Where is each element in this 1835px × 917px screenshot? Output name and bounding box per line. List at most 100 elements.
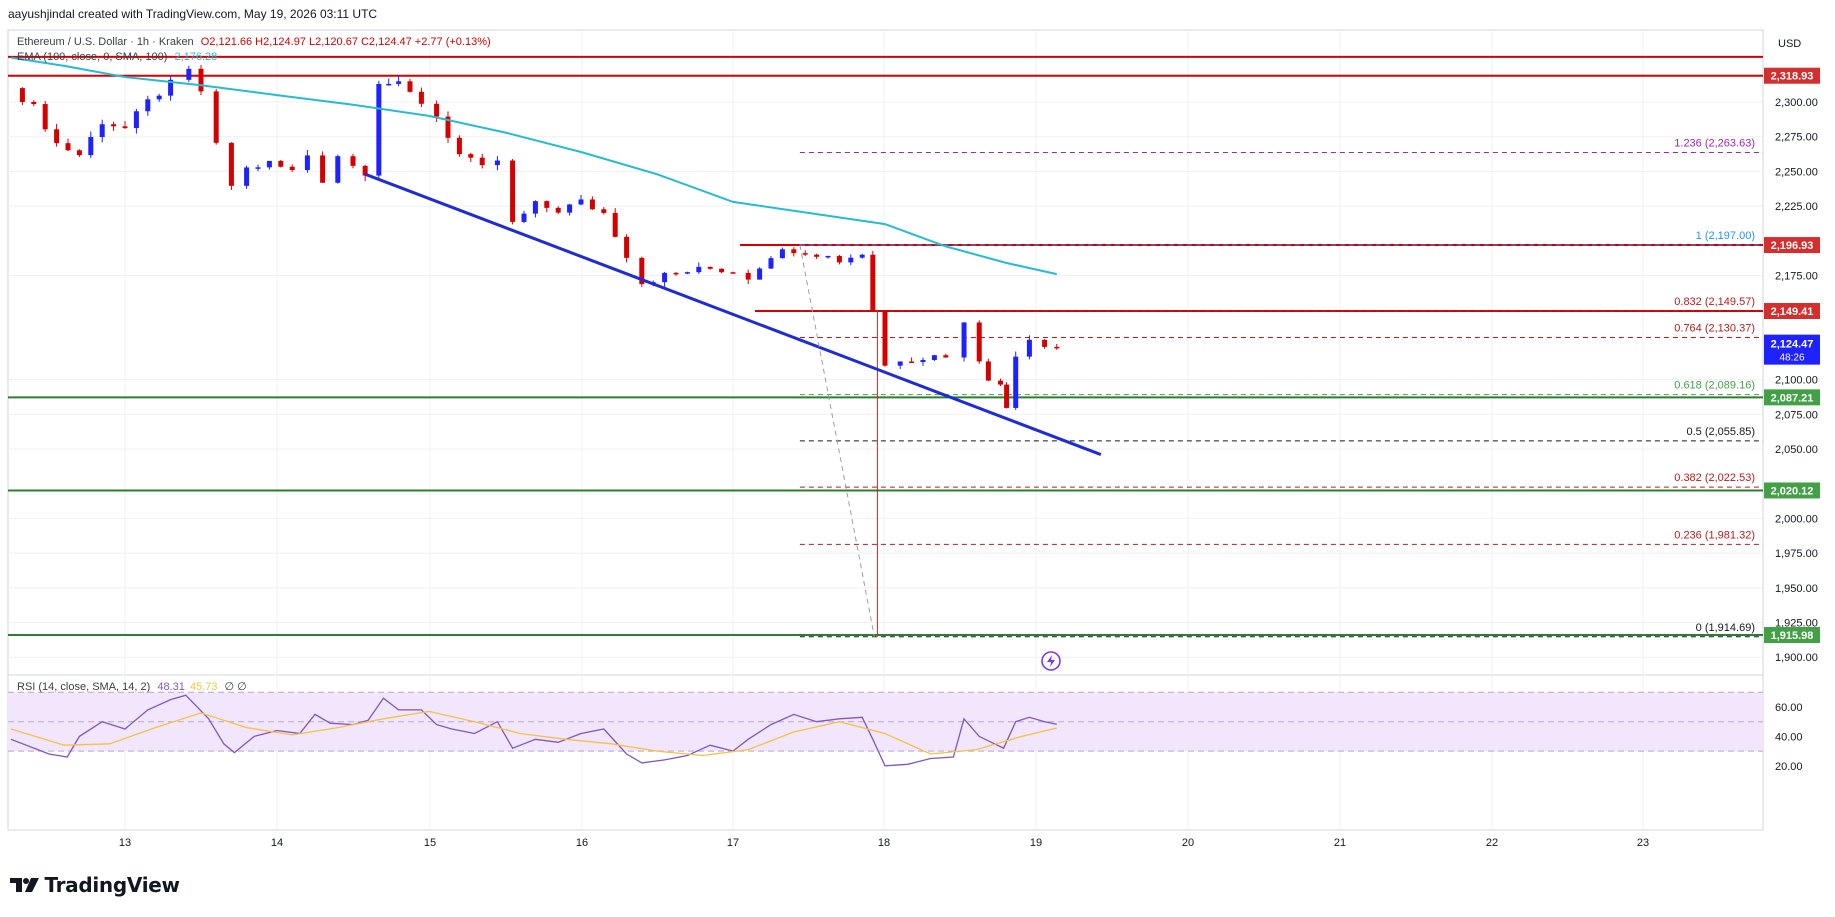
time-tick-label: 14 <box>271 837 283 849</box>
candle-down <box>870 254 876 312</box>
created-by-text: aayushjindal created with TradingView.co… <box>8 7 378 21</box>
symbol-legend[interactable]: Ethereum / U.S. Dollar · 1h · Kraken O2,… <box>17 36 491 48</box>
price-tag <box>1764 627 1820 644</box>
price-tick-label: 2,250.00 <box>1775 166 1818 178</box>
time-tick-label: 18 <box>878 837 890 849</box>
candle-down <box>1042 339 1048 347</box>
candle-up <box>494 160 500 166</box>
time-tick-label: 16 <box>576 837 588 849</box>
price-tick-label: 2,075.00 <box>1775 409 1818 421</box>
fib-level-label: 0.618 (2,089.16) <box>1674 380 1755 392</box>
candle-down <box>54 129 60 144</box>
price-tick-label: 2,275.00 <box>1775 132 1818 144</box>
candle-down <box>719 268 725 273</box>
candle-up <box>133 111 139 129</box>
overlays[interactable] <box>10 56 1102 637</box>
time-tick-label: 17 <box>727 837 739 849</box>
price-tag <box>1764 389 1820 406</box>
candle-up <box>684 272 690 274</box>
candle-down <box>418 91 424 104</box>
fib-level-label: 0.5 (2,055.85) <box>1687 426 1756 438</box>
rsi-ma-line <box>10 710 1057 757</box>
candle-down <box>479 157 485 166</box>
candle-down <box>544 201 550 208</box>
fib-retracement[interactable]: 1.236 (2,263.63) 1 (2,197.00) 0.832 (2,149… <box>799 137 1763 638</box>
candle-up <box>168 79 174 96</box>
candle-down <box>612 212 618 237</box>
candle-down <box>601 209 607 213</box>
candle-up <box>376 83 382 176</box>
candle-down <box>673 272 679 275</box>
fib-level-label: 1 (2,197.00) <box>1696 230 1755 242</box>
time-tick-label: 21 <box>1334 837 1346 849</box>
candle-up <box>386 83 392 86</box>
candle-down <box>998 380 1004 385</box>
bearish-trendline <box>364 172 1102 456</box>
candle-down <box>555 207 561 213</box>
current-price-tag <box>1764 334 1820 365</box>
candle-up <box>532 201 538 214</box>
ema-line <box>10 56 1058 276</box>
candle-down <box>76 150 82 156</box>
candle-up <box>145 99 151 112</box>
candle-up <box>859 254 865 258</box>
chart-frame <box>7 29 1764 831</box>
time-tick-label: 13 <box>119 837 131 849</box>
fib-level-label: 0.382 (2,022.53) <box>1674 472 1755 484</box>
candle-down <box>589 199 595 210</box>
price-tag-label: 2,318.93 <box>1771 71 1814 83</box>
candle-up <box>696 266 702 273</box>
price-tick-label: 2,225.00 <box>1775 201 1818 213</box>
candle-down <box>624 236 630 258</box>
candle-up <box>961 322 967 358</box>
candle-up <box>266 160 272 168</box>
time-tick-label: 20 <box>1182 837 1194 849</box>
candle-up <box>757 268 763 280</box>
price-tag-label: 1,915.98 <box>1771 630 1814 642</box>
candle-up <box>521 213 527 222</box>
ema-legend[interactable]: EMA (100, close, 0, SMA, 100) 2,176.28 <box>17 51 217 63</box>
price-tick-label: 2,175.00 <box>1775 271 1818 283</box>
fib-level-label: 0.832 (2,149.57) <box>1674 296 1755 308</box>
tradingview-logo[interactable]: TradingView <box>10 873 180 897</box>
candle-down <box>985 361 991 381</box>
candle-up <box>920 359 926 363</box>
candle-down <box>707 266 713 269</box>
candle-down <box>350 156 356 166</box>
candle-down <box>456 137 462 155</box>
candle-down <box>228 142 234 186</box>
time-tick-label: 15 <box>424 837 436 849</box>
candle-countdown: 48:26 <box>1779 353 1804 364</box>
candle-up <box>897 361 903 366</box>
candle-up <box>335 156 341 183</box>
price-tick-label: 2,300.00 <box>1775 97 1818 109</box>
axes: 2,300.00 2,275.00 2,250.00 2,225.00 2,175.00… <box>119 67 1820 849</box>
candle-down <box>1004 384 1010 408</box>
tradingview-logo-icon <box>10 878 39 892</box>
price-tag-label: 2,020.12 <box>1771 485 1814 497</box>
currency-label: USD <box>1778 38 1802 50</box>
rsi-legend[interactable]: RSI (14, close, SMA, 14, 2) 48.31 45.73 … <box>17 680 247 693</box>
price-tag <box>1764 482 1820 499</box>
candle-up <box>768 258 774 269</box>
candle-down <box>730 272 736 274</box>
price-tag <box>1764 237 1820 254</box>
current-price-label: 2,124.47 <box>1771 339 1814 351</box>
candle-down <box>802 253 808 255</box>
fib-trend-connector <box>799 244 875 637</box>
tradingview-wordmark: TradingView <box>44 873 180 897</box>
candle-down <box>19 88 25 102</box>
candle-up <box>779 249 785 259</box>
candle-down <box>909 361 915 364</box>
candle-up <box>99 124 105 138</box>
candle-down <box>213 91 219 143</box>
rsi-line <box>10 694 1057 767</box>
candle-down <box>510 160 516 222</box>
candle-up <box>567 204 573 213</box>
candle-up <box>662 272 668 283</box>
candle-down <box>289 166 295 171</box>
candle-down <box>320 155 326 183</box>
candle-down <box>791 249 797 254</box>
alert-flash-icon[interactable] <box>1038 648 1064 674</box>
